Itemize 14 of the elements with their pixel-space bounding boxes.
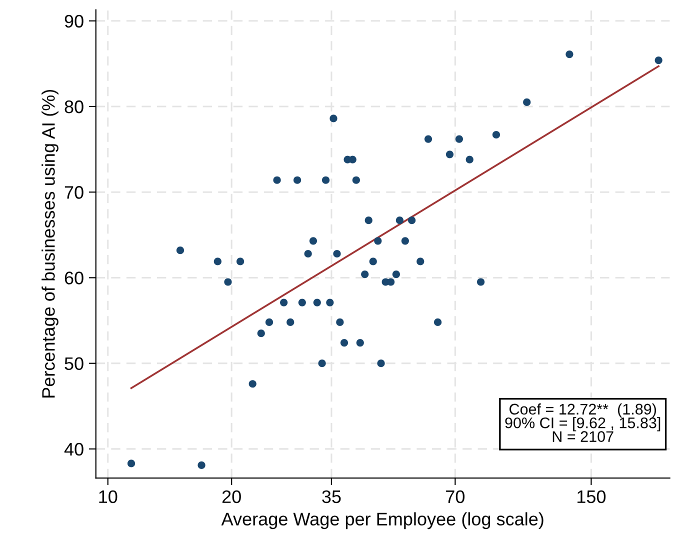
y-tick-label: 70 (64, 186, 84, 199)
y-tick-label: 40 (64, 442, 84, 456)
x-tick-label: 10 (99, 490, 118, 504)
y-tick-label: 60 (64, 272, 84, 284)
x-axis-title: Average Wage per Employee (log scale) (221, 512, 544, 530)
x-tick-label: 150 (578, 490, 606, 504)
y-axis-title: Percentage of businesses using AI (%) (42, 90, 58, 398)
annotation: Coef = 12.72** (1.89) 90% CI = [9.62 , 15.83] N = 2107 (505, 403, 660, 442)
x-tick-label: 20 (222, 490, 241, 504)
y-tick-label: 90 (64, 14, 84, 28)
y-tick-label: 80 (64, 100, 84, 114)
x-tick-label: 70 (446, 490, 465, 504)
x-tick-label: 35 (322, 490, 341, 504)
y-tick-label: 50 (64, 357, 84, 370)
